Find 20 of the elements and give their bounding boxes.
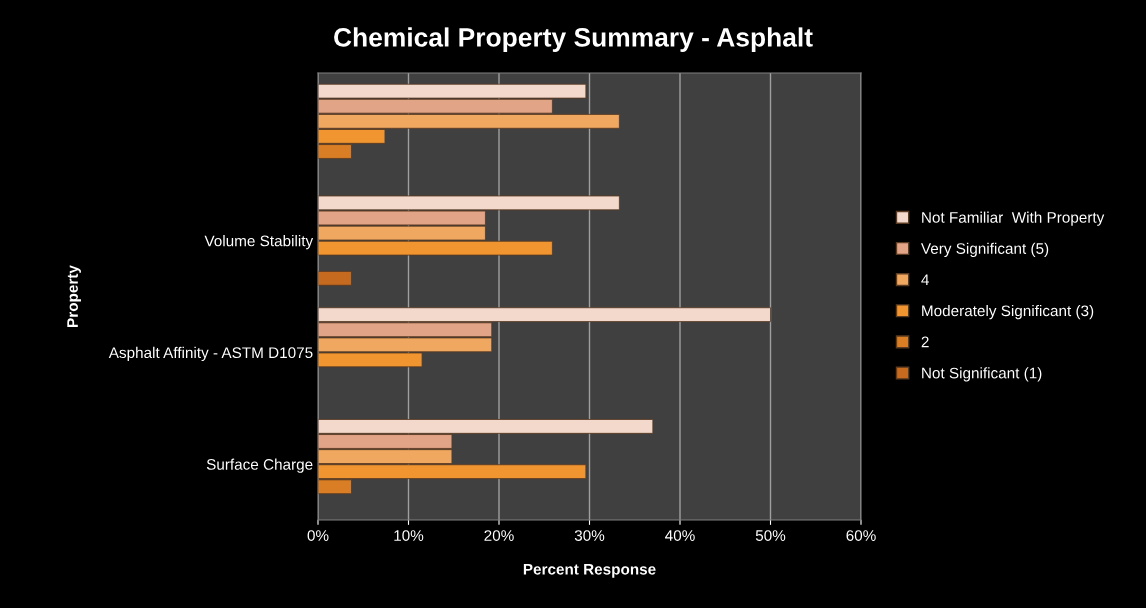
x-tick-label: 10% (394, 530, 424, 541)
x-tick-label: 40% (665, 530, 695, 541)
x-tick-label: 50% (755, 530, 786, 541)
x-tick-label: 30% (574, 530, 605, 541)
bar (318, 270, 352, 286)
x-tick-label: 0% (307, 530, 329, 541)
y-tick-label: Volume Stability (204, 235, 314, 250)
x-tick-label: 60% (846, 530, 876, 541)
legend-label: 2 (921, 336, 929, 348)
y-tick-label: Surface Charge (206, 458, 313, 473)
legend-label: Not Significant (1) (922, 367, 1042, 382)
legend-label: Moderately Significant (3) (922, 304, 1094, 320)
legend-label: Very Significant (5) (920, 242, 1049, 257)
x-axis-title: Percent Response (523, 563, 656, 578)
y-tick-label: Asphalt Affinity - ASTM D1075 (108, 346, 313, 362)
legend-label: Not Familiar With Property (922, 211, 1105, 226)
x-tick-label: 20% (484, 530, 514, 541)
legend-label: 4 (921, 274, 929, 285)
chart-title: Chemical Property Summary - Asphalt (334, 27, 813, 52)
y-axis-title: Property (67, 265, 81, 327)
